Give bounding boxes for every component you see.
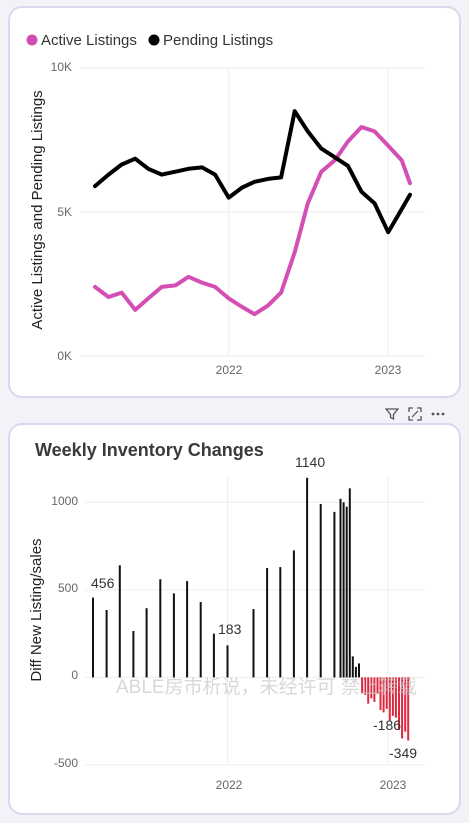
y-tick-10k: 10K: [51, 60, 72, 74]
y-tick-5k: 5K: [57, 205, 72, 219]
y-tick-0: 0: [71, 668, 78, 682]
bars-group: [92, 477, 410, 741]
more-options-icon[interactable]: [431, 407, 445, 421]
bar[interactable]: [292, 550, 295, 678]
bar[interactable]: [118, 565, 121, 678]
bar[interactable]: [382, 677, 385, 713]
gridlines: [85, 476, 425, 766]
x-tick-2023: 2023: [380, 778, 407, 792]
bar[interactable]: [364, 677, 367, 695]
bar[interactable]: [339, 498, 342, 678]
bar[interactable]: [404, 677, 407, 732]
bar[interactable]: [367, 677, 370, 704]
chart-title: Weekly Inventory Changes: [35, 440, 264, 460]
data-label-neg186: -186: [373, 717, 401, 733]
legend-label-active: Active Listings: [41, 32, 137, 49]
bar[interactable]: [342, 502, 345, 678]
bar[interactable]: [333, 511, 336, 678]
bar[interactable]: [199, 602, 202, 678]
x-tick-2022: 2022: [216, 363, 243, 377]
line-chart-card: Active Listings Pending Listings Active …: [8, 6, 461, 398]
bar[interactable]: [319, 504, 322, 678]
bar-chart: Weekly Inventory Changes Diff New Listin…: [28, 440, 425, 792]
y-tick-0k: 0K: [57, 349, 72, 363]
bar[interactable]: [370, 677, 373, 699]
data-label-183: 183: [218, 621, 242, 637]
y-axis-label: Active Listings and Pending Listings: [29, 90, 46, 329]
y-tick-500: 500: [58, 581, 78, 595]
bar[interactable]: [373, 677, 376, 702]
series-line-pending-listings[interactable]: [93, 109, 412, 235]
bar[interactable]: [394, 677, 397, 718]
bar[interactable]: [226, 645, 229, 678]
y-ticks: 0K 5K 10K: [51, 60, 72, 363]
x-tick-2023: 2023: [375, 363, 402, 377]
bar[interactable]: [351, 656, 354, 678]
bar[interactable]: [361, 677, 364, 694]
bar[interactable]: [266, 568, 269, 678]
y-ticks: -500 0 500 1000: [51, 494, 78, 770]
bar[interactable]: [172, 593, 175, 678]
bar[interactable]: [132, 631, 135, 678]
bar[interactable]: [407, 677, 410, 741]
bar[interactable]: [388, 677, 391, 722]
bar[interactable]: [391, 677, 394, 716]
bar[interactable]: [279, 567, 282, 678]
y-axis-label: Diff New Listing/sales: [28, 538, 45, 681]
bar[interactable]: [252, 609, 255, 678]
x-ticks: 2022 2023: [216, 778, 407, 792]
series-group: [93, 109, 412, 317]
legend-label-pending: Pending Listings: [163, 32, 273, 49]
bar[interactable]: [105, 610, 108, 678]
gridlines: [80, 67, 425, 357]
bar[interactable]: [354, 666, 357, 678]
bar[interactable]: [358, 663, 360, 678]
legend[interactable]: Active Listings Pending Listings: [26, 32, 274, 49]
x-ticks: 2022 2023: [216, 363, 402, 377]
bar[interactable]: [186, 581, 189, 678]
visual-header-toolbar: [384, 406, 445, 422]
x-tick-2022: 2022: [216, 778, 243, 792]
y-tick-neg500: -500: [54, 756, 78, 770]
bar[interactable]: [379, 677, 382, 710]
bar-chart-card: Weekly Inventory Changes Diff New Listin…: [8, 423, 461, 815]
watermark: ABLE房市析说，未经许可 禁止转载: [116, 676, 417, 698]
line-chart: Active Listings Pending Listings Active …: [26, 32, 425, 377]
bar[interactable]: [376, 677, 379, 694]
bar[interactable]: [385, 677, 388, 709]
bar[interactable]: [145, 608, 148, 678]
bar[interactable]: [159, 579, 162, 678]
data-label-neg349: -349: [389, 745, 417, 761]
bar[interactable]: [348, 488, 351, 678]
bar[interactable]: [398, 677, 400, 730]
filter-icon[interactable]: [384, 407, 400, 421]
series-line-active-listings[interactable]: [93, 125, 412, 317]
bar[interactable]: [306, 477, 309, 678]
data-labels: 456 183 1140 -186 -349: [91, 454, 417, 761]
data-label-1140: 1140: [295, 454, 325, 470]
legend-marker-active: [26, 34, 38, 46]
bar[interactable]: [401, 677, 404, 739]
bar[interactable]: [212, 633, 215, 678]
legend-marker-pending: [148, 34, 160, 46]
y-tick-1000: 1000: [51, 494, 78, 508]
bar[interactable]: [92, 597, 94, 678]
data-label-456: 456: [91, 575, 115, 591]
expand-icon[interactable]: [408, 407, 422, 421]
bar[interactable]: [345, 506, 348, 678]
